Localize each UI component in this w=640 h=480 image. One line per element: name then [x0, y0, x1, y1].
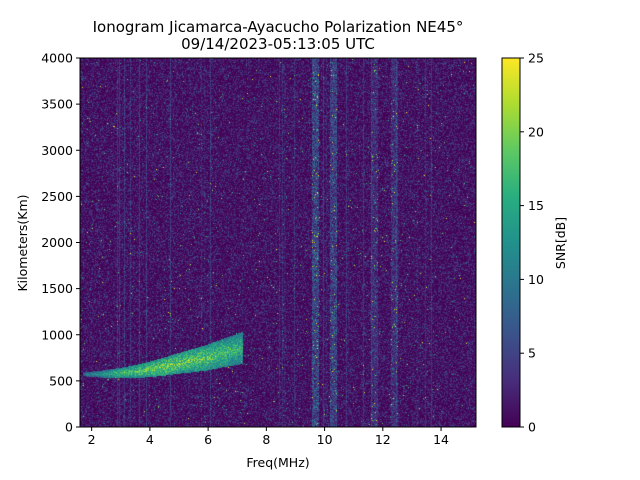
colorbar-tick-label: 5 [528, 346, 536, 361]
x-axis-label: Freq(MHz) [246, 455, 309, 470]
y-axis: 0 500 1000 1500 2000 2500 3000 3500 4000 [41, 51, 80, 435]
chart-title: Ionogram Jicamarca-Ayacucho Polarization… [93, 18, 464, 36]
chart-subtitle: 09/14/2023-05:13:05 UTC [181, 35, 375, 53]
y-tick-label: 2000 [41, 235, 73, 250]
y-tick-label: 3500 [41, 97, 73, 112]
x-axis: 2 4 6 8 10 12 14 [88, 427, 449, 447]
colorbar-ticks: 0 5 10 15 20 25 [520, 51, 544, 435]
x-tick-label: 14 [433, 432, 449, 447]
colorbar-tick-label: 15 [528, 198, 544, 213]
colorbar-tick-label: 20 [528, 124, 544, 139]
x-tick-label: 10 [317, 432, 333, 447]
x-tick-label: 8 [262, 432, 270, 447]
y-tick-label: 2500 [41, 189, 73, 204]
x-tick-label: 12 [375, 432, 391, 447]
colorbar: 0 5 10 15 20 25 SNR[dB] [501, 51, 568, 435]
y-tick-label: 1000 [41, 327, 73, 342]
y-tick-label: 500 [49, 373, 73, 388]
colorbar-tick-label: 25 [528, 51, 544, 66]
snr-heatmap [80, 58, 476, 427]
x-tick-label: 4 [146, 432, 154, 447]
y-tick-label: 0 [65, 420, 73, 435]
y-tick-label: 3000 [41, 143, 73, 158]
x-tick-label: 2 [88, 432, 96, 447]
colorbar-label: SNR[dB] [553, 217, 568, 269]
colorbar-tick-label: 0 [528, 420, 536, 435]
x-tick-label: 6 [204, 432, 212, 447]
colorbar-gradient [501, 57, 521, 428]
y-tick-label: 1500 [41, 281, 73, 296]
y-tick-label: 4000 [41, 51, 73, 66]
plot-area [79, 57, 477, 428]
colorbar-tick-label: 10 [528, 272, 544, 287]
y-axis-label: Kilometers(Km) [15, 194, 30, 291]
